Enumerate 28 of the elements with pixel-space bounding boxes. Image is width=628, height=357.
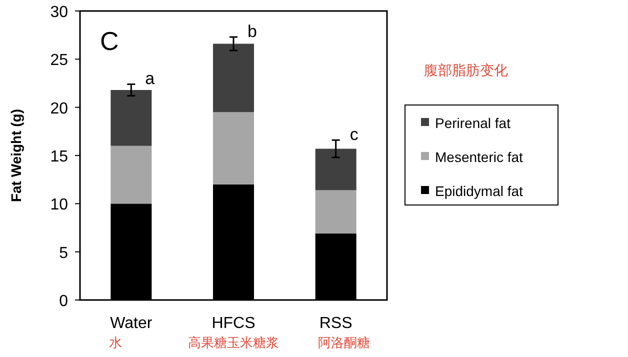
y-tick-label: 10	[50, 196, 68, 214]
bar	[315, 190, 356, 234]
annotation: c	[350, 125, 359, 144]
bar	[213, 44, 254, 112]
x-tick-label: Water	[110, 315, 153, 332]
bar	[213, 112, 254, 184]
y-tick-label: 5	[59, 244, 68, 262]
bar	[315, 148, 356, 190]
legend-label: Epididymal fat	[435, 183, 524, 199]
text: 水	[109, 335, 122, 350]
legend-label: Perirenal fat	[435, 115, 511, 131]
annotation: C	[100, 26, 119, 56]
x-tick-label: HFCS	[212, 315, 256, 332]
text: 高果糖玉米糖浆	[188, 335, 279, 350]
x-tick-label: RSS	[319, 315, 352, 332]
y-tick-label: 25	[50, 52, 68, 70]
annotation: b	[248, 22, 257, 42]
text: 腹部脂肪变化	[424, 62, 508, 78]
y-axis-title: Fat Weight (g)	[8, 108, 24, 202]
y-tick-label: 0	[59, 293, 68, 310]
text: 阿洛酮糖	[318, 335, 370, 350]
y-tick-label: 20	[50, 100, 68, 118]
bar	[110, 90, 152, 146]
bar	[110, 146, 152, 204]
y-tick-label: 30	[50, 4, 68, 21]
annotation: a	[145, 69, 156, 88]
y-tick-label: 15	[50, 148, 68, 166]
legend-label: Mesenteric fat	[435, 149, 524, 165]
